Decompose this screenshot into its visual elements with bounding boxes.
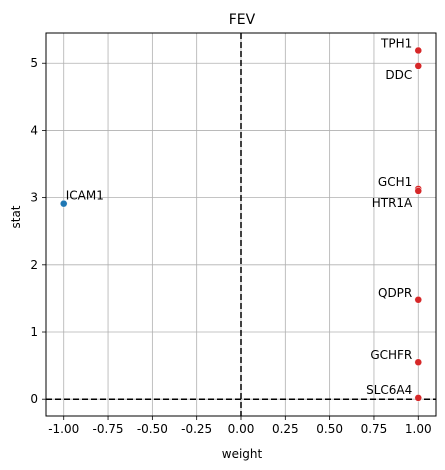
x-tick-label: -0.50 [137, 422, 168, 436]
point-label: GCH1 [378, 175, 412, 189]
data-point [414, 187, 423, 195]
reference-lines [46, 33, 436, 416]
point-label: TPH1 [380, 36, 412, 50]
x-tick-label: 1.00 [405, 422, 432, 436]
y-axis-label: stat [9, 205, 23, 228]
data-point [414, 62, 423, 70]
point-labels: ICAM1 TPH1 DDC GCH1 HTR1A QDPR GCHFR SLC6A4 [66, 36, 413, 396]
x-tick-label: -0.75 [93, 422, 124, 436]
x-tick-label: 0.75 [361, 422, 388, 436]
point-label: GCHFR [370, 348, 412, 362]
x-tick-label: -0.25 [181, 422, 212, 436]
y-tick-label: 3 [30, 191, 38, 205]
point-label: QDPR [378, 286, 412, 300]
y-tick-label: 2 [30, 258, 38, 272]
x-tick-label: 0.00 [228, 422, 255, 436]
x-axis-label: weight [222, 447, 263, 461]
data-point [59, 199, 68, 208]
data-point [414, 394, 423, 402]
y-tick-label: 5 [30, 56, 38, 70]
point-label: SLC6A4 [366, 383, 412, 397]
x-tick-label: -1.00 [48, 422, 79, 436]
x-tick-label: 0.50 [316, 422, 343, 436]
y-tick-label: 0 [30, 392, 38, 406]
y-tick-label: 4 [30, 123, 38, 137]
point-label: ICAM1 [66, 189, 104, 203]
y-tick-label: 1 [30, 325, 38, 339]
chart-title: FEV [229, 12, 256, 28]
x-axis-ticks: -1.00 -0.75 -0.50 -0.25 0.00 0.25 0.50 0.75 1.00 [48, 416, 432, 436]
data-points [59, 46, 423, 402]
x-tick-label: 0.25 [272, 422, 299, 436]
data-point [414, 358, 423, 366]
point-label: DDC [385, 68, 412, 82]
point-label: HTR1A [372, 196, 413, 210]
data-point [414, 46, 423, 55]
y-axis-ticks: 0 1 2 3 4 5 [30, 56, 46, 406]
data-point [414, 296, 423, 304]
